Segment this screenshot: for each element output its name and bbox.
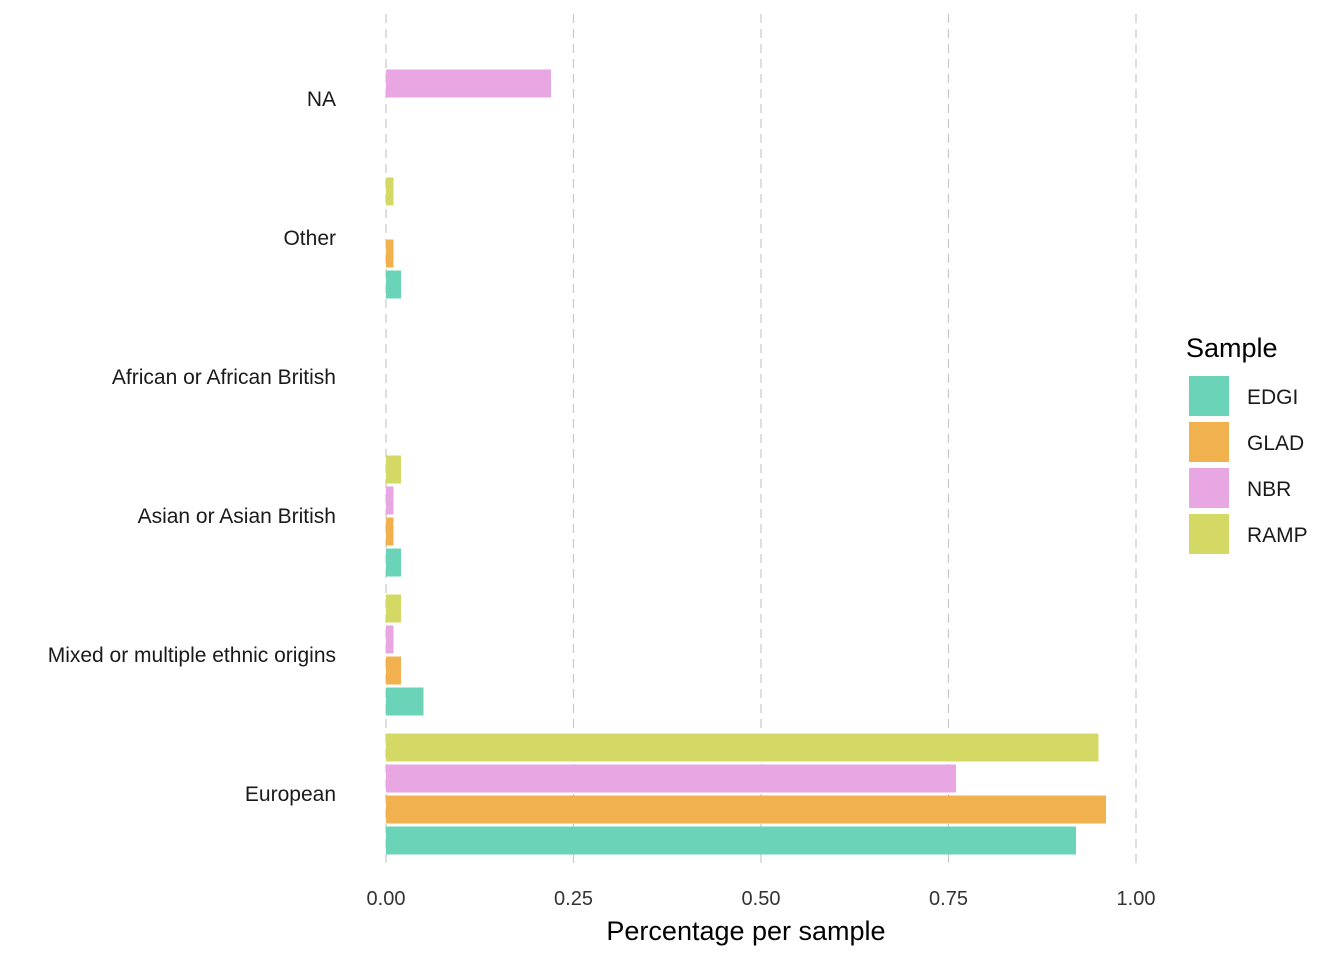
category-labels: European Mixed or multiple ethnic origins… bbox=[48, 88, 336, 806]
bar-ramp bbox=[386, 177, 394, 206]
x-axis-title: Percentage per sample bbox=[606, 916, 885, 946]
category-label: Other bbox=[283, 227, 336, 250]
legend: Sample EDGI GLAD NBR RAMP bbox=[1186, 333, 1308, 556]
bar-edgi bbox=[386, 270, 401, 299]
legend-label: EDGI bbox=[1247, 386, 1298, 409]
x-tick-label: 0.50 bbox=[742, 888, 781, 910]
bar-glad bbox=[386, 656, 401, 685]
tick-labels: 0.00 0.25 0.50 0.75 1.00 bbox=[367, 888, 1156, 910]
bar-nbr bbox=[386, 486, 394, 515]
legend-label: RAMP bbox=[1247, 524, 1308, 547]
legend-key-edgi bbox=[1187, 374, 1231, 418]
bar-glad bbox=[386, 795, 1106, 824]
category-label: Mixed or multiple ethnic origins bbox=[48, 644, 336, 667]
category-label: Asian or Asian British bbox=[138, 505, 336, 528]
bar-nbr bbox=[386, 69, 551, 98]
x-tick-label: 0.00 bbox=[367, 888, 406, 910]
legend-key-ramp bbox=[1187, 512, 1231, 556]
category-label: NA bbox=[307, 88, 336, 111]
gridlines bbox=[385, 14, 1137, 866]
legend-items: EDGI GLAD NBR RAMP bbox=[1187, 374, 1308, 556]
legend-label: NBR bbox=[1247, 478, 1291, 501]
bar-glad bbox=[386, 517, 394, 546]
bar-glad bbox=[386, 239, 394, 268]
bar-ramp bbox=[386, 455, 401, 484]
category-label: African or African British bbox=[112, 366, 336, 389]
bars bbox=[386, 69, 1106, 855]
legend-key-glad bbox=[1187, 420, 1231, 464]
legend-label: GLAD bbox=[1247, 432, 1304, 455]
bar-nbr bbox=[386, 625, 394, 654]
bar-ramp bbox=[386, 733, 1099, 762]
bar-edgi bbox=[386, 826, 1076, 855]
category-label: European bbox=[245, 783, 336, 806]
legend-title: Sample bbox=[1186, 333, 1278, 363]
x-tick-label: 0.25 bbox=[554, 888, 593, 910]
bar-ramp bbox=[386, 594, 401, 623]
legend-key-nbr bbox=[1187, 466, 1231, 510]
bar-edgi bbox=[386, 687, 424, 716]
x-tick-label: 1.00 bbox=[1117, 888, 1156, 910]
bar-nbr bbox=[386, 764, 956, 793]
bar-edgi bbox=[386, 548, 401, 577]
x-tick-label: 0.75 bbox=[929, 888, 968, 910]
